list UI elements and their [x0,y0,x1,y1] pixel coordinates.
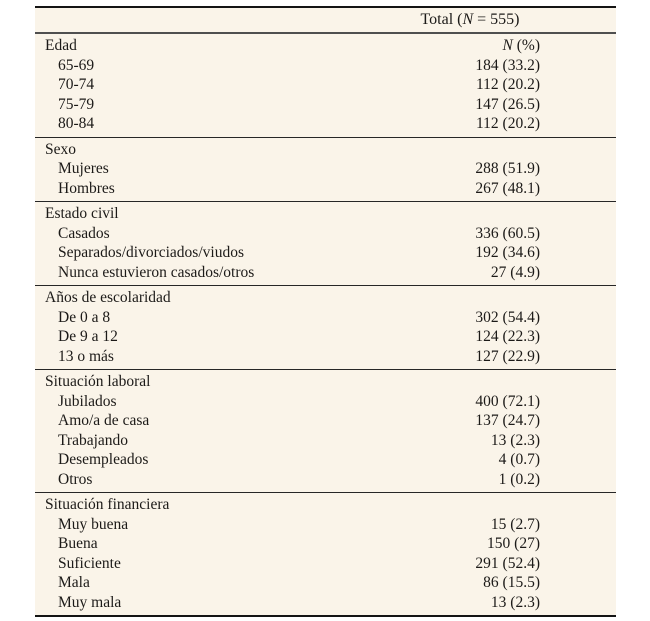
table-row: De 9 a 12 124 (22.3) [35,327,616,347]
section-label-row: Situación financiera [35,495,616,515]
row-value: 1 (0.2) [498,470,540,488]
section-label: Sexo [45,140,76,158]
total-header-n: N [462,11,474,28]
table-header-row: Total (N = 555) [35,8,616,34]
section-label: Situación financiera [45,496,170,513]
row-label: Amo/a de casa [58,412,150,429]
row-label: Nunca estuvieron casados/otros [58,263,255,281]
row-value: 86 (15.5) [483,574,540,591]
row-value: 13 (2.3) [490,593,540,611]
section-label: Años de escolaridad [45,289,171,306]
row-value: 400 (72.1) [475,392,540,410]
row-label: Mujeres [58,160,109,177]
row-value: 267 (48.1) [475,179,540,197]
table-row: Mujeres 288 (51.9) [35,159,616,179]
row-label: 65-69 [58,56,95,74]
table-row: 65-69 184 (33.2) [35,56,616,76]
row-value: 13 (2.3) [490,431,540,449]
section-estado-civil: Estado civil Casados 336 (60.5) Separado… [35,201,616,285]
total-header-post: = 555) [473,11,520,28]
table-row: Nunca estuvieron casados/otros 27 (4.9) [35,263,616,283]
section-label: Estado civil [45,205,119,222]
column-subheader: N (%) [316,36,616,56]
row-label: Jubilados [58,392,117,410]
table-row: Separados/divorciados/viudos 192 (34.6) [35,243,616,263]
row-value: 15 (2.7) [490,515,540,533]
section-financiera: Situación financiera Muy buena 15 (2.7) … [35,492,616,615]
table-row: 75-79 147 (26.5) [35,95,616,115]
table-row: 70-74 112 (20.2) [35,75,616,95]
row-label: Otros [58,470,93,488]
row-value: 184 (33.2) [475,56,540,74]
row-value: 291 (52.4) [475,554,540,572]
row-label: 70-74 [58,76,95,93]
row-value: 147 (26.5) [475,95,540,113]
row-label: Desempleados [58,451,149,468]
row-label: Buena [58,535,98,552]
section-label-row: Estado civil [35,204,616,224]
section-label: Edad [45,37,77,54]
row-value: 4 (0.7) [498,451,540,468]
table-row: 80-84 112 (20.2) [35,114,616,134]
row-value: 27 (4.9) [490,263,540,281]
table-row: De 0 a 8 302 (54.4) [35,308,616,328]
row-value: 150 (27) [487,535,540,552]
row-label: Separados/divorciados/viudos [58,244,244,261]
row-value: 112 (20.2) [476,115,540,132]
table-row: Suficiente 291 (52.4) [35,554,616,574]
row-value: 192 (34.6) [475,244,540,261]
section-label-row: Años de escolaridad [35,288,616,308]
table-row: Muy mala 13 (2.3) [35,593,616,613]
demographics-table: Total (N = 555) Edad N (%) 65-69 184 (33… [35,6,616,617]
table-row: Trabajando 13 (2.3) [35,431,616,451]
table-row: Desempleados 4 (0.7) [35,450,616,470]
row-label: De 0 a 8 [58,308,111,326]
row-label: Casados [58,224,110,242]
section-edad: Edad N (%) 65-69 184 (33.2) 70-74 112 (2… [35,34,616,137]
table-row: Buena 150 (27) [35,534,616,554]
section-laboral: Situación laboral Jubilados 400 (72.1) A… [35,369,616,492]
row-value: 288 (51.9) [475,160,540,177]
table-row: Hombres 267 (48.1) [35,179,616,199]
row-label: 80-84 [58,115,95,132]
table-row: Muy buena 15 (2.7) [35,515,616,535]
row-label: Suficiente [58,554,121,572]
section-label-row: Edad N (%) [35,36,616,56]
row-value: 112 (20.2) [476,76,540,93]
row-value: 124 (22.3) [475,328,540,345]
section-label-row: Sexo [35,140,616,160]
row-value: 302 (54.4) [475,308,540,326]
pct-symbol: (%) [512,37,540,54]
total-header-pre: Total ( [420,11,463,28]
row-value: 137 (24.7) [475,412,540,429]
table-row: 13 o más 127 (22.9) [35,347,616,367]
row-label: Trabajando [58,431,129,449]
row-label: 13 o más [58,347,114,365]
section-label: Situación laboral [45,373,151,390]
row-label: Hombres [58,179,115,197]
row-label: De 9 a 12 [58,328,118,345]
total-column-header: Total (N = 555) [376,8,616,32]
row-label: Mala [58,574,90,591]
table-row: Mala 86 (15.5) [35,573,616,593]
row-label: Muy mala [58,593,122,611]
row-label: 75-79 [58,95,95,113]
section-escolaridad: Años de escolaridad De 0 a 8 302 (54.4) … [35,285,616,369]
row-label: Muy buena [58,515,129,533]
table-row: Casados 336 (60.5) [35,224,616,244]
row-value: 127 (22.9) [475,347,540,365]
row-value: 336 (60.5) [475,224,540,242]
section-sexo: Sexo Mujeres 288 (51.9) Hombres 267 (48.… [35,136,616,202]
table-row: Otros 1 (0.2) [35,470,616,490]
section-label-row: Situación laboral [35,372,616,392]
table-row: Jubilados 400 (72.1) [35,392,616,412]
table-row: Amo/a de casa 137 (24.7) [35,411,616,431]
n-symbol: N [502,37,513,54]
